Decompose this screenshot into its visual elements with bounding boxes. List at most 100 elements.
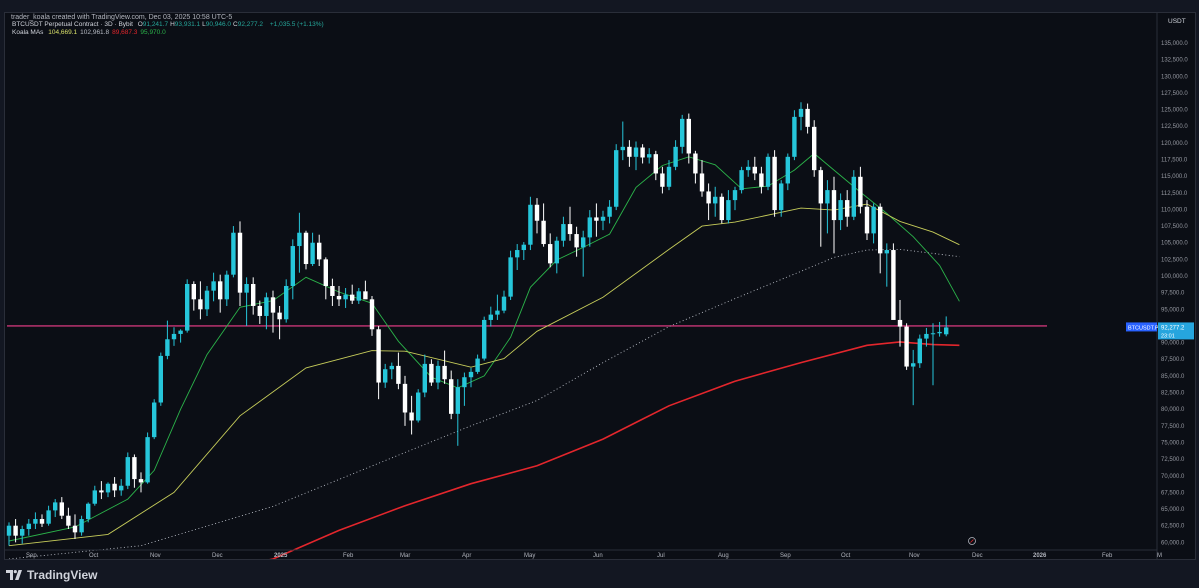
candle-down xyxy=(594,203,599,237)
candle-body xyxy=(363,291,368,300)
candle-down xyxy=(759,166,764,194)
candle-up xyxy=(264,292,269,330)
time-tick-label: 2025 xyxy=(274,553,288,559)
time-scale[interactable]: Sep Oct Nov Dec 2025 Feb Mar Apr May Jun Jul Aug Sep… xyxy=(5,549,1162,559)
candle-down xyxy=(845,190,850,227)
candle-body xyxy=(383,369,388,383)
time-tick-label: Nov xyxy=(150,553,161,559)
candle-body xyxy=(185,283,190,331)
candle-down xyxy=(72,514,78,540)
candle-down xyxy=(706,183,711,221)
candle-up xyxy=(600,210,606,231)
candle-body xyxy=(376,329,381,383)
candle-up xyxy=(462,372,467,406)
price-scale[interactable]: USDT 135,000.0 132,500.0 130,000.0 127,500.0… xyxy=(1156,13,1195,559)
candle-up xyxy=(581,230,586,277)
candle-up xyxy=(389,362,394,380)
candle-body xyxy=(930,333,936,335)
candle-down xyxy=(640,144,645,164)
candle-body xyxy=(310,242,315,265)
candle-up xyxy=(666,160,672,191)
candle-body xyxy=(640,147,645,158)
candle-down xyxy=(303,230,309,270)
candle-down xyxy=(660,166,665,194)
price-tick-label: 122,500.0 xyxy=(1161,124,1188,130)
candle-body xyxy=(680,118,685,147)
candle-body xyxy=(924,333,929,339)
candle-down xyxy=(39,514,45,528)
candle-body xyxy=(409,412,414,421)
candle-body xyxy=(627,146,632,157)
candle-down xyxy=(818,166,823,247)
candle-body xyxy=(356,291,361,301)
indicator-value: 95,970.0 xyxy=(140,29,166,36)
time-tick-label: Apr xyxy=(462,553,471,559)
candle-up xyxy=(290,239,295,300)
candle-up xyxy=(105,482,111,498)
candle-up xyxy=(614,144,619,211)
candle-up xyxy=(383,363,388,388)
candle-body xyxy=(442,365,447,380)
candle-down xyxy=(812,120,817,177)
candle-up xyxy=(765,153,771,191)
ohlc-l: L90,946.0 xyxy=(202,21,231,28)
candle-body xyxy=(541,220,546,245)
candle-up xyxy=(185,279,190,333)
price-scale-background xyxy=(1157,13,1195,559)
symbol-tag-background xyxy=(1126,322,1157,332)
candle-down xyxy=(376,325,381,400)
candle-body xyxy=(534,204,540,221)
candle-down xyxy=(257,300,262,324)
ohlc-value: 90,946.0 xyxy=(205,21,232,28)
price-tick-label: 87,500.0 xyxy=(1161,357,1185,363)
candle-up xyxy=(171,327,177,346)
candle-up xyxy=(838,193,843,231)
candle-down xyxy=(686,113,691,164)
candle-up xyxy=(488,306,493,327)
candle-body xyxy=(917,338,922,364)
candle-down xyxy=(99,481,104,500)
candle-body xyxy=(119,485,124,491)
candle-body xyxy=(633,147,639,157)
candle-up xyxy=(422,354,427,398)
candle-body xyxy=(264,297,269,316)
price-tick-label: 80,000.0 xyxy=(1161,407,1185,413)
indicator-value: 102,961.8 xyxy=(80,29,110,36)
candle-up xyxy=(284,279,289,323)
candle-up xyxy=(785,153,790,191)
candle-down xyxy=(752,156,757,181)
candle-down xyxy=(904,323,909,370)
candle-body xyxy=(488,314,493,320)
candle-down xyxy=(805,103,810,134)
candle-down xyxy=(864,200,870,241)
candle-body xyxy=(462,377,467,388)
price-tick-label: 135,000.0 xyxy=(1161,41,1188,47)
candle-body xyxy=(59,502,64,516)
candle-body xyxy=(726,200,731,221)
ohlc-c: C92,277.2 xyxy=(233,21,263,28)
candle-up xyxy=(224,270,229,306)
candle-body xyxy=(548,244,553,264)
candle-up xyxy=(475,354,480,374)
price-tick-label: 90,000.0 xyxy=(1161,341,1185,347)
top-bar xyxy=(0,0,1199,12)
candle-up xyxy=(297,212,302,273)
tradingview-logo-icon xyxy=(6,570,22,580)
candle-up xyxy=(501,290,507,314)
candle-body xyxy=(66,515,71,526)
candle-body xyxy=(231,232,236,275)
candle-body xyxy=(449,379,454,414)
time-tick-label: Dec xyxy=(212,553,223,559)
candle-body xyxy=(13,525,18,536)
candle-body xyxy=(455,387,460,414)
candle-body xyxy=(666,166,672,187)
candle-body xyxy=(105,483,111,493)
indicator-legend: Koala MAs 104,669.1 102,961.8 89,687.3 95,9… xyxy=(12,29,172,36)
moving-average-line xyxy=(269,341,960,559)
price-chart[interactable]: USDT 135,000.0 132,500.0 130,000.0 127,500.0… xyxy=(5,13,1195,559)
tradingview-logo[interactable]: TradingView xyxy=(6,568,97,582)
candle-body xyxy=(396,365,401,384)
candle-body xyxy=(594,217,599,221)
candle-body xyxy=(198,299,203,310)
candle-body xyxy=(686,118,691,154)
